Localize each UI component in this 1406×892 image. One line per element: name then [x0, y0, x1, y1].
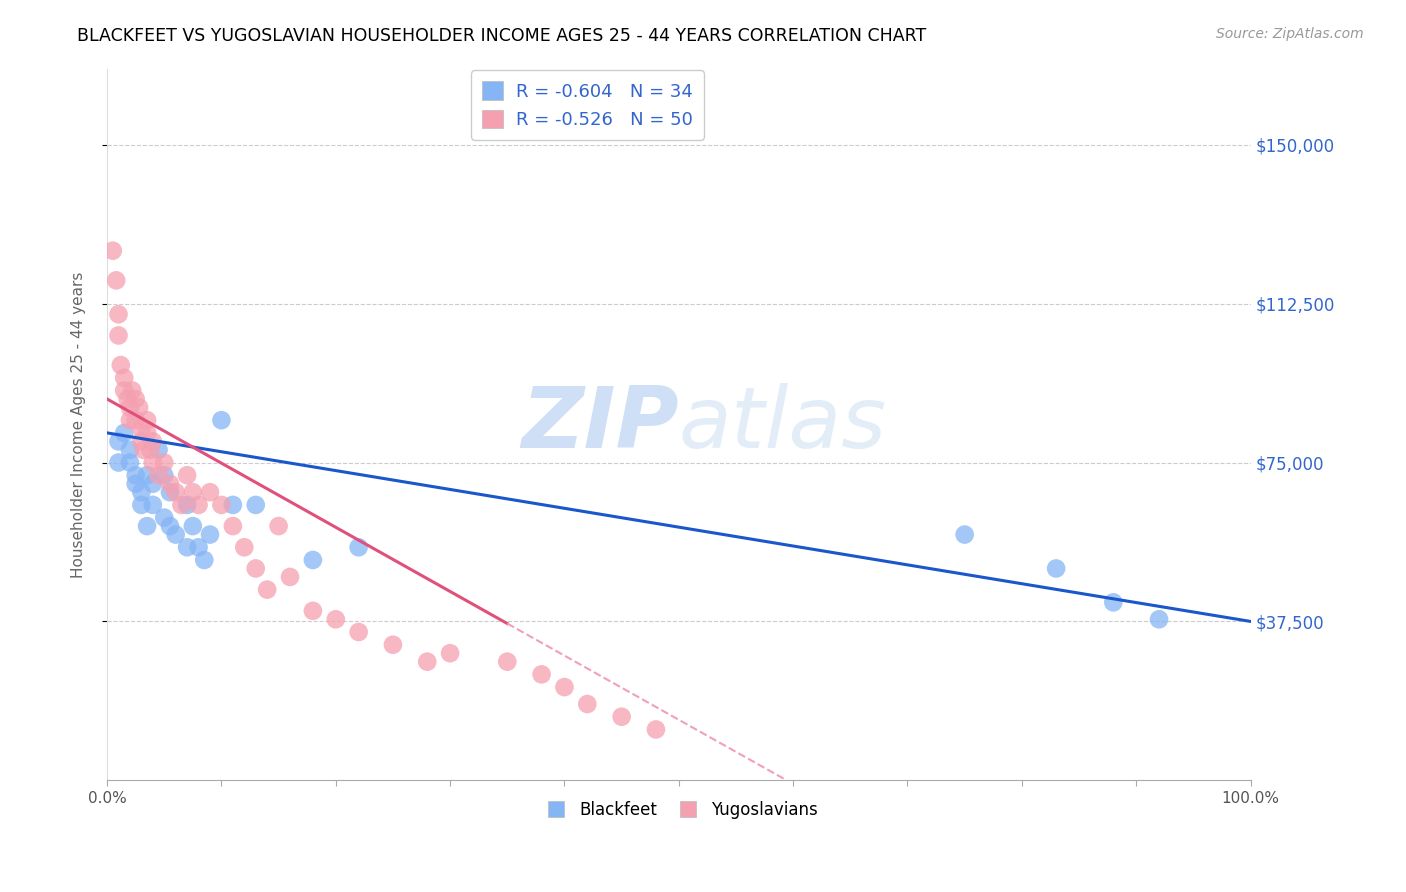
Point	[209, 498, 232, 512]
Point	[187, 541, 209, 555]
Point	[1102, 595, 1125, 609]
Point	[170, 498, 193, 512]
Point	[302, 604, 325, 618]
Point	[153, 456, 176, 470]
Point	[302, 553, 325, 567]
Point	[610, 710, 633, 724]
Point	[136, 425, 159, 440]
Point	[148, 442, 170, 457]
Point	[245, 561, 267, 575]
Point	[347, 541, 370, 555]
Point	[136, 468, 159, 483]
Point	[222, 519, 245, 533]
Point	[117, 392, 139, 406]
Point	[1045, 561, 1067, 575]
Point	[153, 510, 176, 524]
Point	[165, 527, 187, 541]
Y-axis label: Householder Income Ages 25 - 44 years: Householder Income Ages 25 - 44 years	[72, 271, 86, 578]
Point	[112, 384, 135, 398]
Point	[107, 434, 129, 449]
Point	[953, 527, 976, 541]
Point	[1147, 612, 1170, 626]
Point	[198, 527, 221, 541]
Text: ZIP: ZIP	[522, 383, 679, 466]
Point	[576, 697, 599, 711]
Point	[159, 519, 181, 533]
Point	[131, 498, 153, 512]
Point	[176, 498, 198, 512]
Point	[381, 638, 404, 652]
Point	[181, 519, 204, 533]
Point	[107, 456, 129, 470]
Point	[553, 680, 575, 694]
Point	[132, 442, 155, 457]
Point	[278, 570, 301, 584]
Point	[139, 442, 162, 457]
Text: BLACKFEET VS YUGOSLAVIAN HOUSEHOLDER INCOME AGES 25 - 44 YEARS CORRELATION CHART: BLACKFEET VS YUGOSLAVIAN HOUSEHOLDER INC…	[77, 27, 927, 45]
Point	[187, 498, 209, 512]
Point	[148, 468, 170, 483]
Point	[159, 485, 181, 500]
Point	[176, 541, 198, 555]
Point	[165, 485, 187, 500]
Point	[530, 667, 553, 681]
Point	[112, 425, 135, 440]
Point	[124, 392, 146, 406]
Point	[142, 456, 165, 470]
Point	[159, 476, 181, 491]
Point	[131, 422, 153, 436]
Point	[439, 646, 461, 660]
Point	[118, 401, 141, 415]
Point	[101, 244, 124, 258]
Text: Source: ZipAtlas.com: Source: ZipAtlas.com	[1216, 27, 1364, 41]
Point	[124, 476, 146, 491]
Point	[416, 655, 439, 669]
Point	[118, 442, 141, 457]
Point	[256, 582, 278, 597]
Point	[136, 519, 159, 533]
Point	[131, 485, 153, 500]
Point	[142, 476, 165, 491]
Point	[107, 328, 129, 343]
Point	[347, 625, 370, 640]
Point	[198, 485, 221, 500]
Point	[118, 456, 141, 470]
Point	[105, 273, 128, 287]
Point	[233, 541, 256, 555]
Point	[325, 612, 347, 626]
Legend: Blackfeet, Yugoslavians: Blackfeet, Yugoslavians	[533, 794, 824, 825]
Text: atlas: atlas	[679, 383, 887, 466]
Point	[222, 498, 245, 512]
Point	[496, 655, 519, 669]
Point	[124, 468, 146, 483]
Point	[267, 519, 290, 533]
Point	[142, 434, 165, 449]
Point	[176, 468, 198, 483]
Point	[118, 413, 141, 427]
Point	[645, 723, 668, 737]
Point	[209, 413, 232, 427]
Point	[142, 498, 165, 512]
Point	[245, 498, 267, 512]
Point	[128, 401, 150, 415]
Point	[193, 553, 215, 567]
Point	[121, 384, 143, 398]
Point	[136, 413, 159, 427]
Point	[131, 434, 153, 449]
Point	[181, 485, 204, 500]
Point	[153, 468, 176, 483]
Point	[124, 413, 146, 427]
Point	[112, 371, 135, 385]
Point	[110, 358, 132, 372]
Point	[107, 307, 129, 321]
